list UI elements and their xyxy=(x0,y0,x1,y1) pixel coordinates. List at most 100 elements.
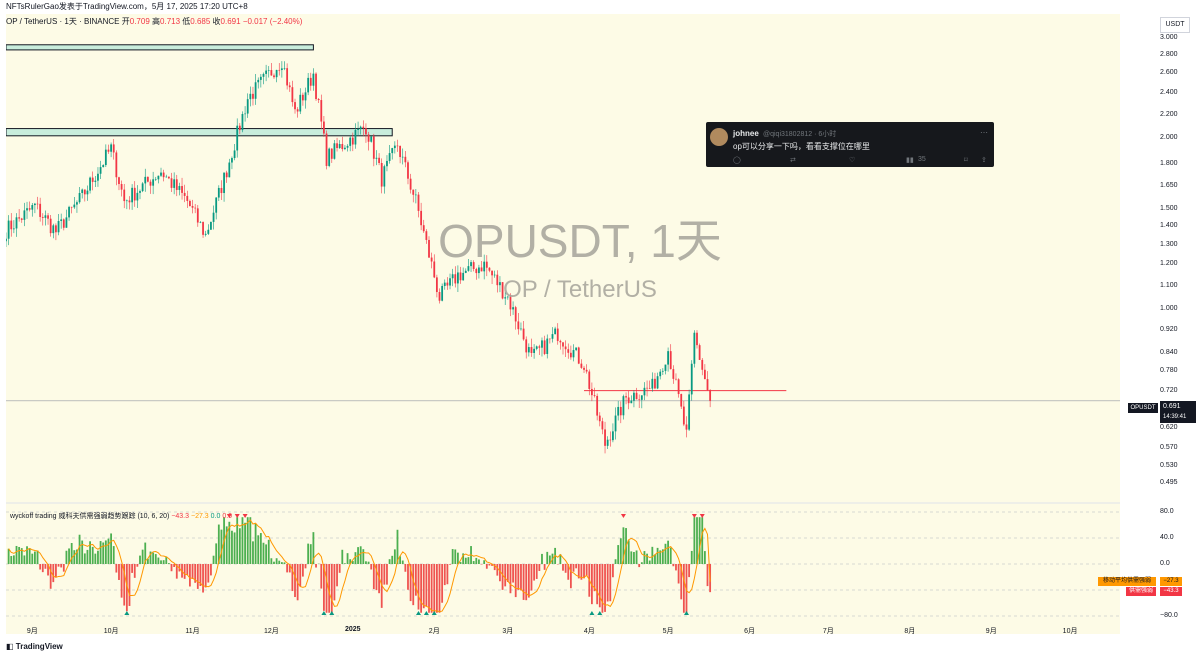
bookmark-icon[interactable]: ⌑ xyxy=(964,157,968,164)
share-icon[interactable]: ⇪ xyxy=(981,157,987,164)
close-label: 收 xyxy=(212,17,221,26)
reply-icon[interactable]: ◯ xyxy=(733,157,741,164)
candle-body xyxy=(703,369,706,380)
strength-bar xyxy=(501,564,504,590)
strength-bar xyxy=(354,552,357,564)
strength-bar xyxy=(404,564,407,572)
candle-body xyxy=(591,388,593,396)
strength-bar xyxy=(320,564,323,589)
candle-body xyxy=(509,296,512,310)
strength-bar xyxy=(183,564,186,579)
candle-body xyxy=(336,143,338,149)
candle-body xyxy=(323,121,325,134)
candle-body xyxy=(480,267,483,272)
candle-body xyxy=(627,397,630,404)
candle-body xyxy=(102,165,105,168)
candle-body xyxy=(62,219,65,228)
retweet-icon[interactable]: ⇄ xyxy=(790,157,796,164)
candle-body xyxy=(186,195,189,201)
currency-selector[interactable]: USDT xyxy=(1160,17,1190,33)
strength-bar xyxy=(110,533,112,564)
indicator-value-1: −43.3 xyxy=(171,513,190,520)
tweet-author-name[interactable]: johnee xyxy=(733,129,759,138)
high-value: 0.713 xyxy=(160,17,181,26)
strength-bar xyxy=(420,564,423,613)
candle-body xyxy=(178,186,181,190)
strength-bar xyxy=(294,564,296,598)
candle-body xyxy=(449,278,451,286)
candle-body xyxy=(367,134,370,142)
price-axis[interactable] xyxy=(1120,14,1200,634)
strength-bar xyxy=(622,527,625,564)
symbol-price-tag: OPUSDT xyxy=(1128,403,1158,413)
strength-bar xyxy=(31,553,34,564)
strength-bar xyxy=(562,564,564,571)
candle-body xyxy=(527,347,530,353)
candle-body xyxy=(301,94,304,101)
strength-bar xyxy=(246,517,249,564)
candle-body xyxy=(464,270,467,273)
candle-body xyxy=(420,210,423,226)
strength-bar xyxy=(12,555,15,564)
time-tick: 7月 xyxy=(822,628,834,635)
candle-body xyxy=(407,162,409,179)
strength-bar xyxy=(39,564,42,570)
strength-bar xyxy=(485,564,488,569)
candle-body xyxy=(378,157,380,164)
candle-body xyxy=(467,266,470,271)
heart-icon[interactable]: ♡ xyxy=(849,157,856,164)
candle-body xyxy=(391,148,394,154)
strength-bar xyxy=(259,533,262,564)
candle-body xyxy=(596,395,599,416)
strength-bar xyxy=(601,564,604,613)
strength-value: −43.3 xyxy=(1160,587,1182,596)
strength-bar xyxy=(656,547,659,564)
candle-body xyxy=(191,206,194,208)
candle-body xyxy=(533,348,535,353)
strength-bar xyxy=(162,560,165,564)
candle-body xyxy=(661,370,664,372)
ellipsis-icon[interactable]: ⋯ xyxy=(980,128,988,137)
candle-body xyxy=(215,197,218,213)
strength-bar xyxy=(449,564,451,565)
candle-body xyxy=(238,125,241,131)
strength-bar xyxy=(128,564,131,606)
buy-marker xyxy=(423,611,429,615)
candle-body xyxy=(696,332,698,346)
candle-body xyxy=(49,218,52,234)
candle-body xyxy=(548,338,551,340)
candle-body xyxy=(194,207,197,209)
strength-bar xyxy=(262,542,265,564)
strength-bar xyxy=(65,550,68,564)
strength-bar xyxy=(351,561,354,564)
candle-body xyxy=(283,68,286,69)
candle-body xyxy=(110,144,112,152)
candle-body xyxy=(706,379,709,391)
candle-body xyxy=(517,321,520,330)
candle-body xyxy=(41,216,44,218)
candle-body xyxy=(275,69,278,78)
strength-bar xyxy=(627,540,630,564)
strength-bar xyxy=(91,546,94,564)
bar-chart-icon[interactable]: ▮▮ xyxy=(906,157,914,164)
candle-body xyxy=(136,192,139,201)
strength-bar xyxy=(273,561,275,564)
price-tick: 2.000 xyxy=(1160,134,1178,142)
strength-bar xyxy=(254,523,257,564)
candle-body xyxy=(65,217,68,228)
tweet-card[interactable]: johnee @qiqi31802812 · 6小时 op可以分享一下吗，看看支… xyxy=(706,122,994,167)
candle-body xyxy=(317,99,320,101)
strength-bar xyxy=(580,564,583,580)
candle-body xyxy=(104,149,107,166)
strength-bar xyxy=(60,564,63,568)
candle-body xyxy=(362,126,365,129)
candle-body xyxy=(396,145,399,147)
strength-bar xyxy=(52,564,55,583)
price-chart[interactable] xyxy=(6,14,1120,634)
strength-bar xyxy=(575,564,578,569)
buy-marker xyxy=(431,611,437,615)
symbol-info: OP / TetherUS · 1天 · BINANCE 开0.709 高0.7… xyxy=(6,16,302,28)
candle-body xyxy=(359,126,362,130)
candle-body xyxy=(236,125,239,151)
avatar[interactable] xyxy=(710,128,728,146)
